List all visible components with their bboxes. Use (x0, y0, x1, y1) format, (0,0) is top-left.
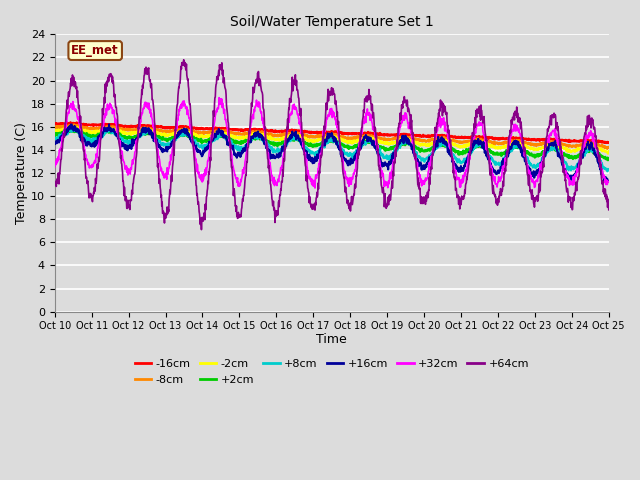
Legend: -16cm, -8cm, -2cm, +2cm, +8cm, +16cm, +32cm, +64cm: -16cm, -8cm, -2cm, +2cm, +8cm, +16cm, +3… (130, 355, 533, 389)
Text: EE_met: EE_met (72, 44, 119, 57)
Title: Soil/Water Temperature Set 1: Soil/Water Temperature Set 1 (230, 15, 434, 29)
X-axis label: Time: Time (316, 333, 347, 346)
Y-axis label: Temperature (C): Temperature (C) (15, 122, 28, 224)
